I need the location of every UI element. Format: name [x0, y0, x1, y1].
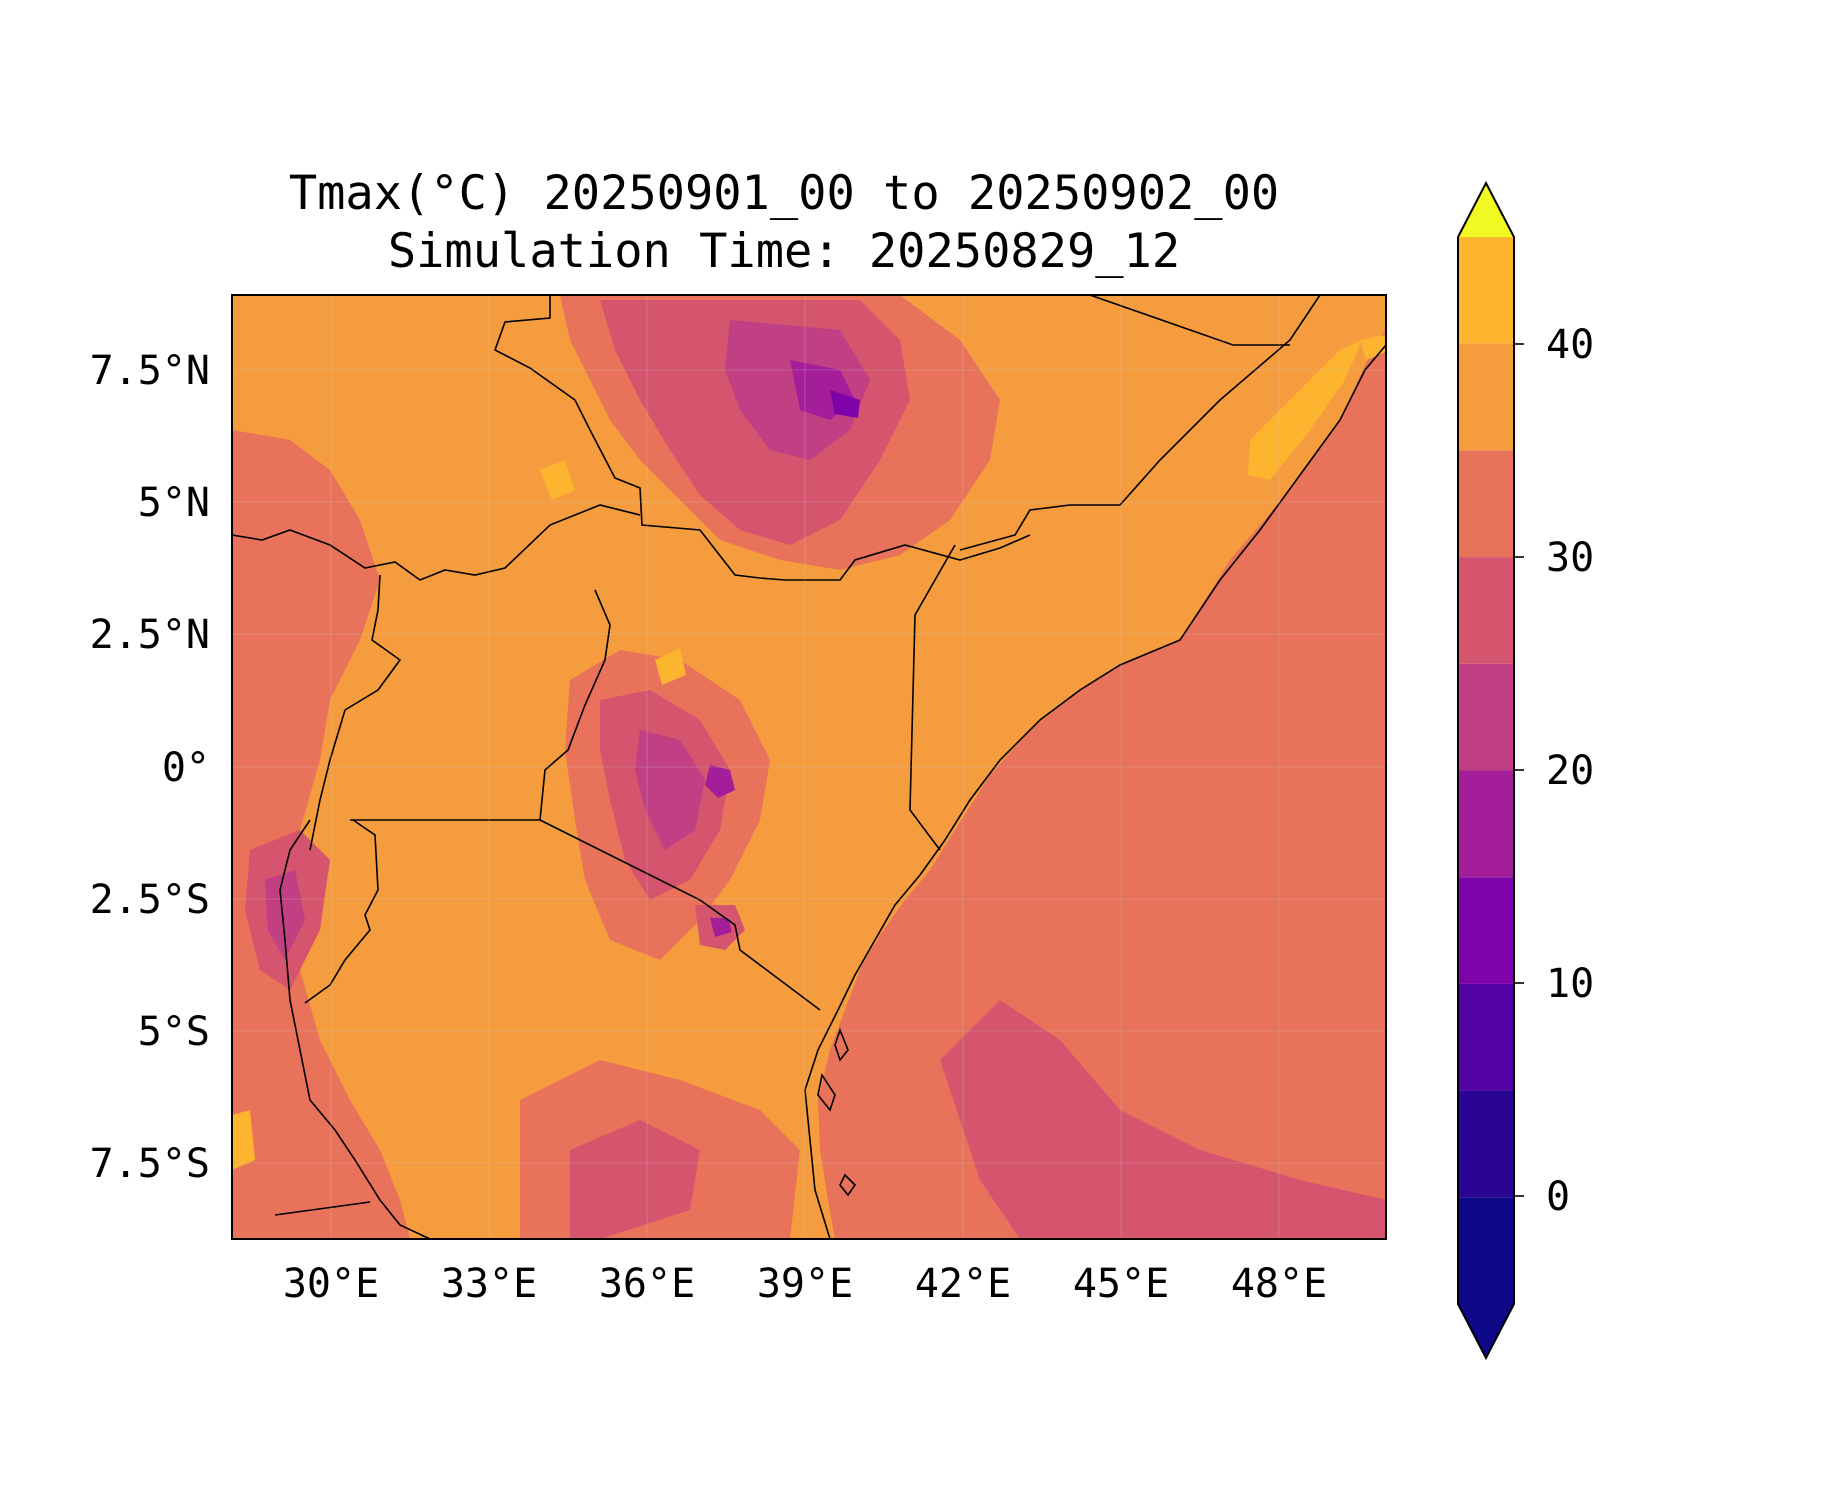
chart-title-line-2: Simulation Time: 20250829_12 [387, 224, 1181, 279]
x-tick-label: 33°E [441, 1261, 537, 1307]
colorbar-ticks: 40 30 20 10 0 [1514, 322, 1594, 1220]
colorbar-outline [1457, 180, 1515, 1361]
y-tick-label: 7.5°N [90, 348, 210, 394]
x-tick-label: 30°E [283, 1261, 379, 1307]
border-somaliland [1089, 294, 1290, 346]
hot-spot-turkana [655, 648, 686, 685]
border-south-sudan-ethiopia [494, 295, 1031, 581]
colorbar-segment [1458, 450, 1514, 558]
colorbar-segment [1458, 1197, 1514, 1304]
tanzania-highlands-20-25 [570, 1120, 700, 1239]
hot-spot-sudan [540, 460, 575, 500]
y-tick-label: 2.5°N [90, 612, 210, 658]
border-kenya-tanzania [539, 819, 821, 1011]
border-ethiopia-somalia [959, 294, 1321, 551]
colorbar-segment [1458, 343, 1514, 451]
colorbar-extend-max [1458, 183, 1514, 237]
country-borders [231, 294, 1387, 1240]
somalia-35-40-patch [1248, 340, 1362, 480]
island-pemba [834, 1027, 849, 1062]
kilimanjaro-10-15 [710, 918, 732, 937]
colorbar-segment [1458, 557, 1514, 664]
y-tick-label: 7.5°S [90, 1141, 210, 1187]
border-drc-tanzania-lake [279, 819, 431, 1240]
x-tick-label: 42°E [915, 1261, 1011, 1307]
x-tick-label: 45°E [1073, 1261, 1169, 1307]
island-mafia [839, 1173, 857, 1197]
colorbar-tick-label: 20 [1546, 748, 1594, 794]
y-axis: 7.5°N 5°N 2.5°N 0° 2.5°S 5°S 7.5°S [90, 348, 210, 1187]
colorbar-tick-label: 0 [1546, 1174, 1570, 1220]
border-uganda-drc [309, 574, 402, 851]
gridlines [232, 295, 1386, 1239]
y-tick-label: 5°S [138, 1009, 210, 1055]
border-uganda-kenya [539, 589, 611, 821]
colorbar-segment [1458, 663, 1514, 771]
colorbar [1457, 180, 1515, 1361]
border-zambia [274, 1201, 371, 1216]
colorbar-tick-label: 40 [1546, 322, 1594, 368]
border-south-sudan-uganda [231, 504, 641, 581]
colorbar-tick-label: 10 [1546, 961, 1594, 1007]
hot-spot-west-edge [232, 1110, 255, 1170]
highlands-5-10 [830, 390, 860, 418]
y-tick-label: 5°N [138, 480, 210, 526]
x-tick-label: 48°E [1231, 1261, 1327, 1307]
kenya-highlands-10-15 [705, 765, 735, 798]
x-tick-label: 39°E [757, 1261, 853, 1307]
colorbar-segment [1458, 983, 1514, 1091]
colorbar-segment [1458, 770, 1514, 878]
x-tick-label: 36°E [599, 1261, 695, 1307]
y-tick-label: 0° [162, 745, 210, 791]
colorbar-extend-min [1458, 1304, 1514, 1358]
chart-title-line-1: Tmax(°C) 20250901_00 to 20250902_00 [288, 166, 1280, 221]
map-frame [231, 294, 1387, 1240]
coastline-east-africa [804, 344, 1387, 1240]
border-kenya-somalia [909, 544, 956, 851]
border-rwanda-burundi [304, 819, 379, 1004]
ocean-20-25-southeast [940, 1000, 1386, 1239]
island-zanzibar [817, 1072, 836, 1112]
y-tick-label: 2.5°S [90, 877, 210, 923]
land-25-30-west [232, 430, 410, 1239]
colorbar-segment [1458, 877, 1514, 984]
x-axis: 30°E 33°E 36°E 39°E 42°E 45°E 48°E [283, 1261, 1327, 1307]
rwanda-highlands-15-20 [265, 870, 305, 960]
colorbar-segment [1458, 237, 1514, 344]
kenya-highlands-15-20 [635, 730, 705, 850]
colorbar-tick-label: 30 [1546, 535, 1594, 581]
colorbar-segment [1458, 1090, 1514, 1198]
